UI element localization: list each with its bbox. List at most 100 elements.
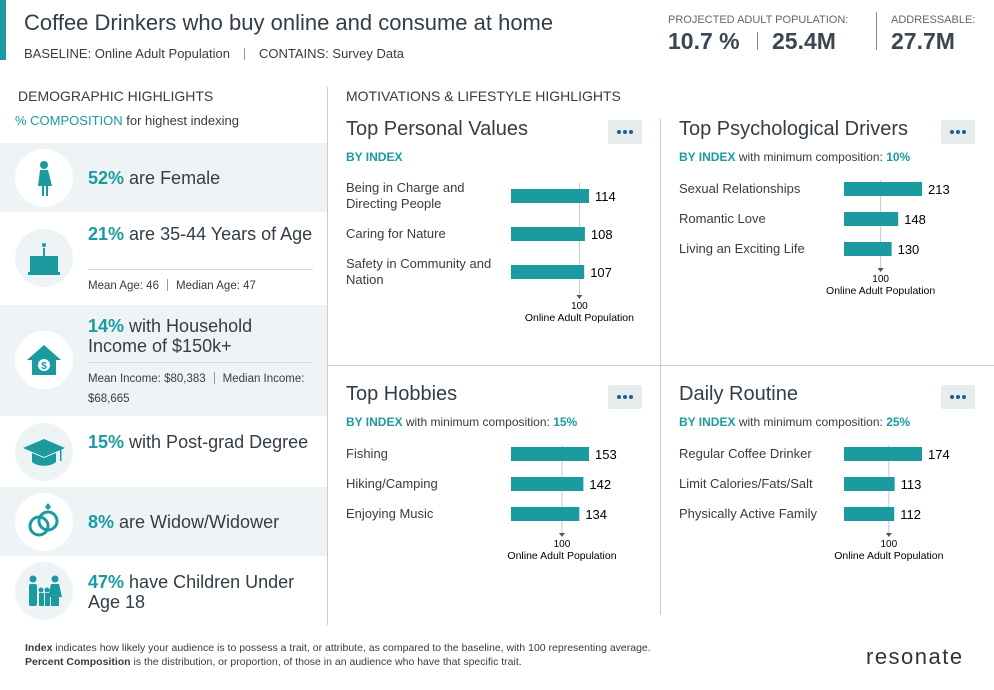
divider bbox=[327, 87, 328, 625]
term: Index bbox=[25, 642, 53, 654]
dots-icon bbox=[950, 395, 966, 399]
panel-title: Daily Routine bbox=[679, 383, 798, 405]
value-label: 213 bbox=[928, 182, 950, 197]
footnote: Index indicates how likely your audience… bbox=[25, 642, 651, 654]
demo-row: 52% are Female bbox=[0, 143, 327, 212]
subtitle: for highest indexing bbox=[126, 113, 239, 128]
text: are Female bbox=[129, 168, 221, 188]
row-label: Caring for Nature bbox=[346, 226, 446, 241]
more-button[interactable] bbox=[608, 385, 642, 409]
text: are Widow/Widower bbox=[119, 512, 280, 532]
title: Coffee Drinkers who buy online and consu… bbox=[24, 10, 554, 35]
baseline-value: 100 bbox=[571, 301, 588, 312]
addressable-count: 27.7M bbox=[891, 28, 955, 54]
baseline-label: Online Adult Population bbox=[525, 312, 634, 324]
value-label: 148 bbox=[904, 212, 926, 227]
detail: Mean Age: 46 bbox=[88, 280, 159, 292]
by-index: BY INDEX bbox=[346, 150, 402, 164]
min-value: 10% bbox=[886, 150, 911, 164]
dots-icon bbox=[617, 130, 633, 134]
projected-label: PROJECTED ADULT POPULATION: bbox=[668, 14, 849, 26]
panel: Top Psychological Drivers BY INDEX with m… bbox=[679, 118, 979, 358]
detail: Median Income: $68,665 bbox=[88, 373, 305, 405]
bar bbox=[844, 182, 922, 196]
bar bbox=[844, 242, 892, 256]
icon-cake bbox=[15, 229, 73, 287]
demo-row: $ 14% with Household Income of $150k+ Me… bbox=[0, 305, 327, 416]
panel-title: Top Personal Values bbox=[346, 118, 528, 140]
value-label: 174 bbox=[928, 447, 950, 462]
divider bbox=[660, 118, 661, 615]
row-label: Safety in Community and Nation bbox=[346, 256, 492, 287]
detail: Mean Income: $80,383 bbox=[88, 373, 206, 385]
panel: Top Personal Values BY INDEX Being in Char… bbox=[346, 118, 646, 358]
panel-title: Top Hobbies bbox=[346, 383, 458, 405]
projected-percent: 10.7 % bbox=[668, 28, 740, 54]
value-label: 114 bbox=[595, 189, 616, 204]
icon-female bbox=[15, 149, 73, 207]
text: have Children Under Age 18 bbox=[88, 572, 295, 612]
baseline-label: Online Adult Population bbox=[834, 550, 943, 562]
meta: BASELINE: Online Adult Population CONTAIN… bbox=[24, 46, 404, 61]
min-label: with minimum composition: bbox=[738, 150, 883, 164]
row-label: Being in Charge and Directing People bbox=[346, 180, 465, 211]
dots-icon bbox=[617, 395, 633, 399]
min-value: 25% bbox=[886, 415, 911, 429]
row-label: Limit Calories/Fats/Salt bbox=[679, 476, 813, 491]
value-label: 108 bbox=[591, 227, 613, 242]
baseline-value: 100 bbox=[872, 274, 889, 285]
percent: 14% bbox=[88, 316, 125, 336]
definition: indicates how likely your audience is to… bbox=[55, 642, 651, 654]
dots-icon bbox=[950, 130, 966, 134]
svg-text:$: $ bbox=[41, 361, 47, 372]
projected-count: 25.4M bbox=[772, 28, 836, 54]
bar bbox=[844, 212, 899, 226]
icon-graduation bbox=[15, 423, 73, 481]
by-label: BY INDEX bbox=[679, 150, 736, 164]
footnote: Percent Composition is the distribution,… bbox=[25, 656, 522, 668]
text: with Post-grad Degree bbox=[129, 432, 309, 452]
row-label: Living an Exciting Life bbox=[679, 241, 805, 256]
baseline-arrow bbox=[885, 533, 892, 537]
more-button[interactable] bbox=[608, 120, 642, 144]
baseline-arrow bbox=[558, 533, 565, 537]
icon-house: $ bbox=[15, 331, 73, 389]
percent: 52% bbox=[88, 168, 125, 188]
value-label: 130 bbox=[898, 242, 920, 257]
baseline-arrow bbox=[877, 268, 884, 272]
percent: 15% bbox=[88, 432, 125, 452]
demo-row: 21% are 35-44 Years of Age Mean Age: 46 M… bbox=[0, 212, 327, 305]
row-label: Sexual Relationships bbox=[679, 181, 801, 196]
bar bbox=[844, 477, 895, 491]
row-label: Enjoying Music bbox=[346, 506, 434, 521]
value-label: 153 bbox=[595, 447, 617, 462]
bar bbox=[511, 477, 584, 491]
more-button[interactable] bbox=[941, 385, 975, 409]
panel: Top Hobbies BY INDEX with minimum composi… bbox=[346, 383, 646, 623]
value-label: 142 bbox=[589, 477, 611, 492]
accent-bar bbox=[0, 0, 6, 60]
bar bbox=[511, 227, 585, 241]
divider bbox=[757, 32, 758, 50]
by-index: BY INDEX with minimum composition: 10% bbox=[679, 150, 910, 164]
min-label: with minimum composition: bbox=[738, 415, 883, 429]
divider bbox=[328, 365, 994, 366]
by-index: BY INDEX with minimum composition: 15% bbox=[346, 415, 577, 429]
section-title: DEMOGRAPHIC HIGHLIGHTS bbox=[18, 88, 214, 104]
text: with Household Income of $150k+ bbox=[88, 316, 253, 356]
more-button[interactable] bbox=[941, 120, 975, 144]
icon-family bbox=[15, 562, 73, 620]
demo-row: 8% are Widow/Widower bbox=[0, 487, 327, 556]
baseline-value: 100 bbox=[880, 539, 897, 550]
by-label: BY INDEX bbox=[679, 415, 736, 429]
panel-title: Top Psychological Drivers bbox=[679, 118, 908, 140]
bar bbox=[511, 507, 580, 521]
baseline-label: Online Adult Population bbox=[507, 550, 616, 562]
definition: is the distribution, or proportion, of t… bbox=[133, 656, 522, 668]
baseline-arrow bbox=[576, 295, 583, 299]
